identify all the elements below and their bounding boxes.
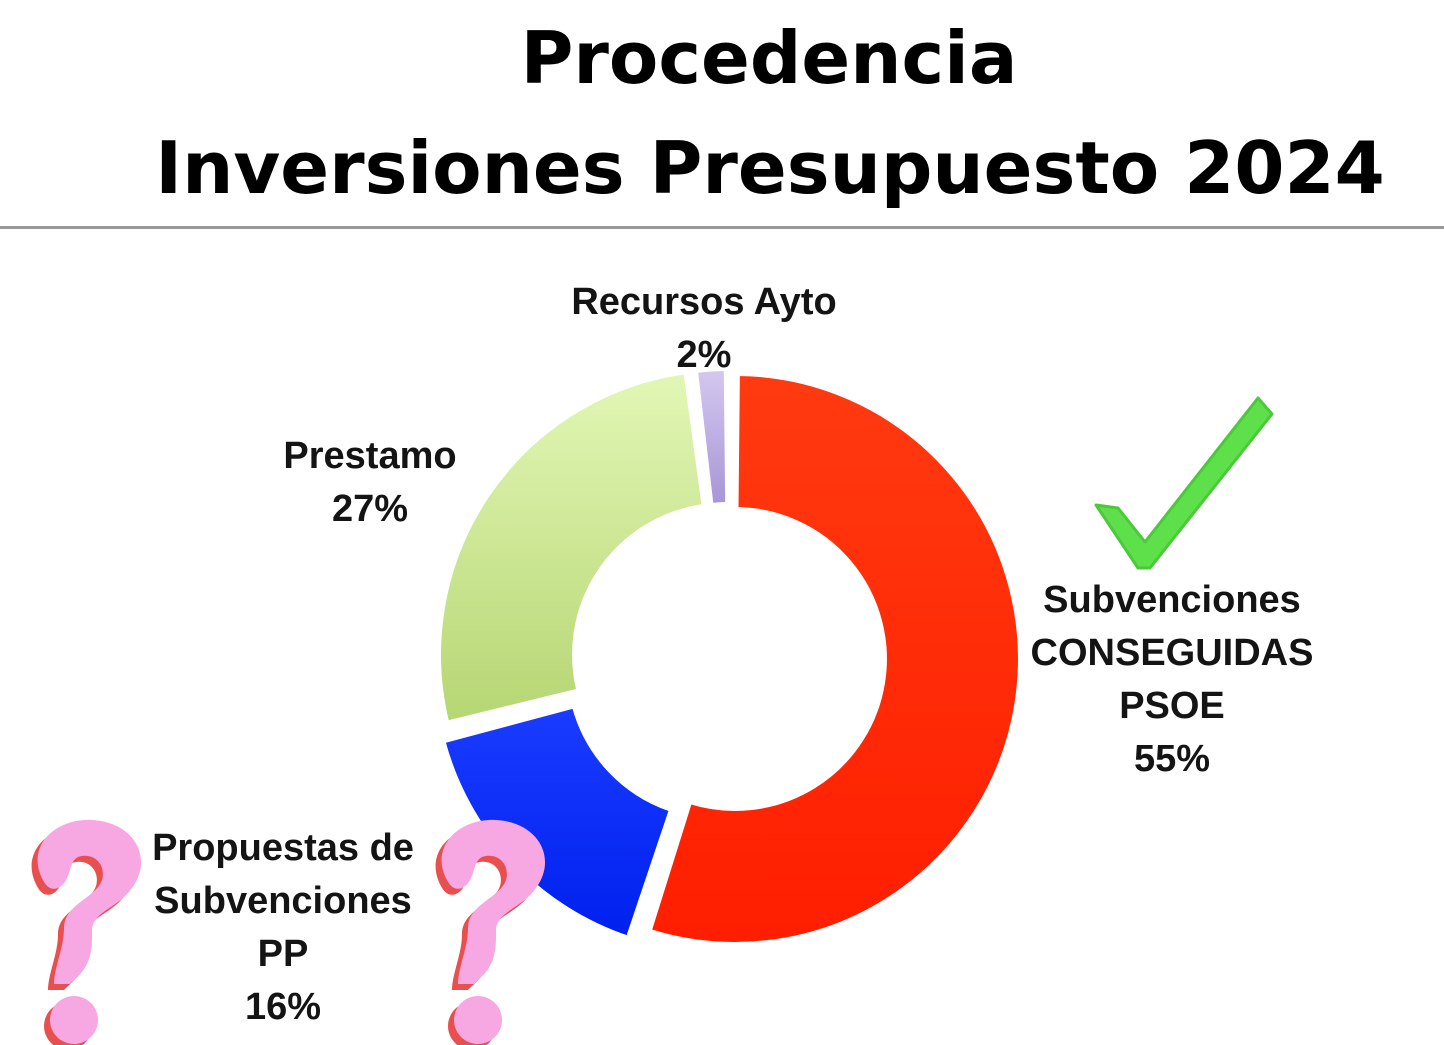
title-divider	[0, 226, 1444, 229]
slice-name-label: Subvenciones	[154, 880, 412, 922]
slice-subvenciones-psoe	[647, 371, 1022, 946]
chart-title-line-2: Inversiones Presupuesto 2024	[155, 126, 1385, 210]
slice-name-label: Prestamo	[283, 435, 456, 477]
donut-slices	[437, 367, 1022, 946]
slice-value-label: 27%	[332, 488, 408, 530]
slice-name-label: Recursos Ayto	[571, 281, 836, 323]
slice-value-label: 2%	[677, 334, 732, 376]
slice-propuestas-pp-label: Propuestas de Subvenciones PP 16%	[152, 827, 414, 1028]
slice-prestamo-label: Prestamo 27%	[283, 435, 456, 530]
slice-subvenciones-psoe-label: Subvenciones CONSEGUIDAS PSOE 55%	[1031, 579, 1314, 780]
slice-name-label: CONSEGUIDAS	[1031, 632, 1314, 674]
slice-recursos-ayto-label: Recursos Ayto 2%	[571, 281, 836, 376]
question-mark-icon	[31, 819, 142, 1045]
slice-name-label: Subvenciones	[1043, 579, 1301, 621]
question-mark-icon	[435, 819, 546, 1045]
slice-value-label: 55%	[1134, 738, 1210, 780]
slice-name-label: Propuestas de	[152, 827, 414, 869]
slice-recursos-ayto	[693, 367, 730, 508]
chart-title-line-1: Procedencia	[520, 16, 1018, 100]
slice-name-label: PSOE	[1119, 685, 1225, 727]
slice-labels: Subvenciones CONSEGUIDAS PSOE 55% Propuestas…	[152, 281, 1313, 1028]
slice-prestamo	[437, 370, 706, 726]
slice-propuestas-pp	[441, 703, 674, 941]
checkmark-icon	[1094, 396, 1274, 570]
slice-name-label: PP	[258, 933, 309, 975]
slice-value-label: 16%	[245, 986, 321, 1028]
